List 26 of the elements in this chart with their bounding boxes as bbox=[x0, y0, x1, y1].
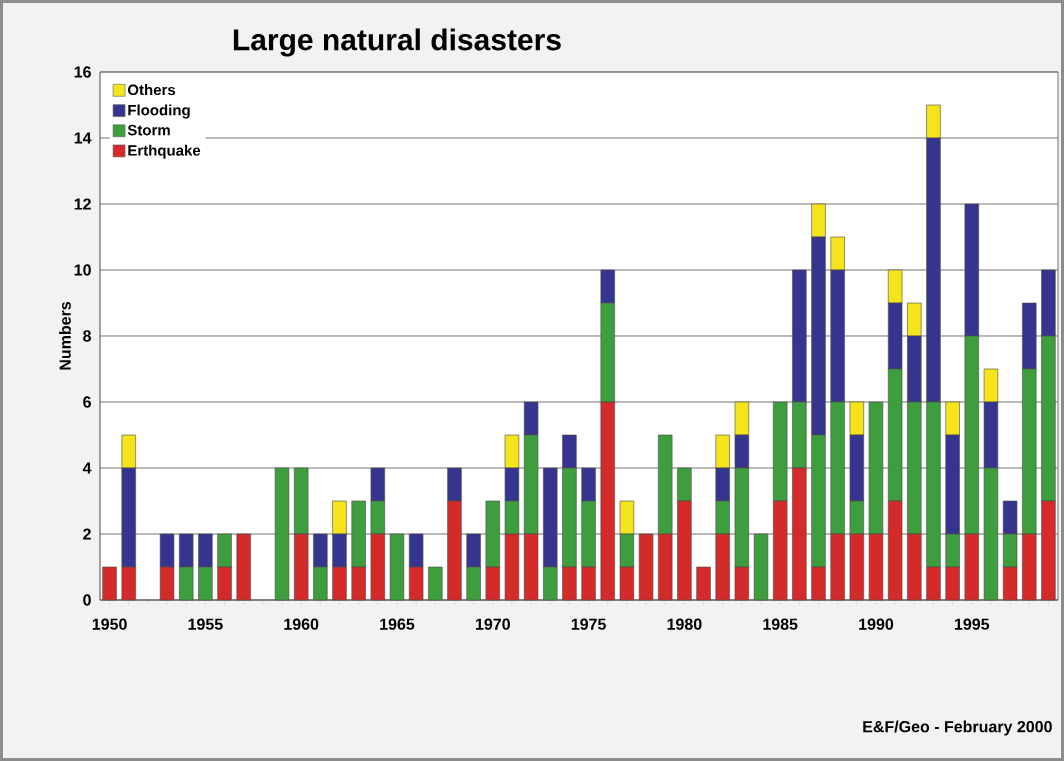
y-tick-label: 16 bbox=[74, 66, 91, 78]
y-tick-label: 6 bbox=[83, 396, 91, 408]
y-tick-label: 4 bbox=[82, 462, 92, 474]
legend-label: Others bbox=[127, 84, 176, 96]
x-tick-label: 1980 bbox=[667, 618, 702, 630]
text: E&F/Geo - February 2000 bbox=[863, 720, 1052, 736]
legend-label: Flooding bbox=[128, 104, 190, 119]
x-tick-label: 1975 bbox=[571, 618, 606, 630]
x-tick-label: 1970 bbox=[476, 618, 510, 630]
y-tick-label: 2 bbox=[83, 528, 91, 540]
legend-label: Erthquake bbox=[128, 144, 201, 159]
y-axis-title: Numbers bbox=[59, 301, 71, 370]
x-tick-label: 1955 bbox=[188, 618, 223, 630]
x-tick-label: 1965 bbox=[380, 618, 415, 630]
x-tick-label: 1985 bbox=[763, 618, 798, 630]
y-tick-label: 12 bbox=[74, 198, 91, 210]
y-tick-label: 10 bbox=[74, 264, 91, 276]
x-tick-label: 1950 bbox=[92, 618, 127, 630]
y-tick-label: 8 bbox=[83, 330, 91, 342]
legend-label: Storm bbox=[127, 124, 170, 136]
x-tick-label: 1960 bbox=[284, 618, 319, 630]
chart-title: Large natural disasters bbox=[233, 28, 561, 57]
x-tick-label: 1990 bbox=[859, 618, 894, 630]
y-tick-label: 14 bbox=[74, 132, 92, 144]
x-tick-label: 1995 bbox=[955, 618, 990, 630]
y-tick-label: 0 bbox=[83, 594, 91, 606]
